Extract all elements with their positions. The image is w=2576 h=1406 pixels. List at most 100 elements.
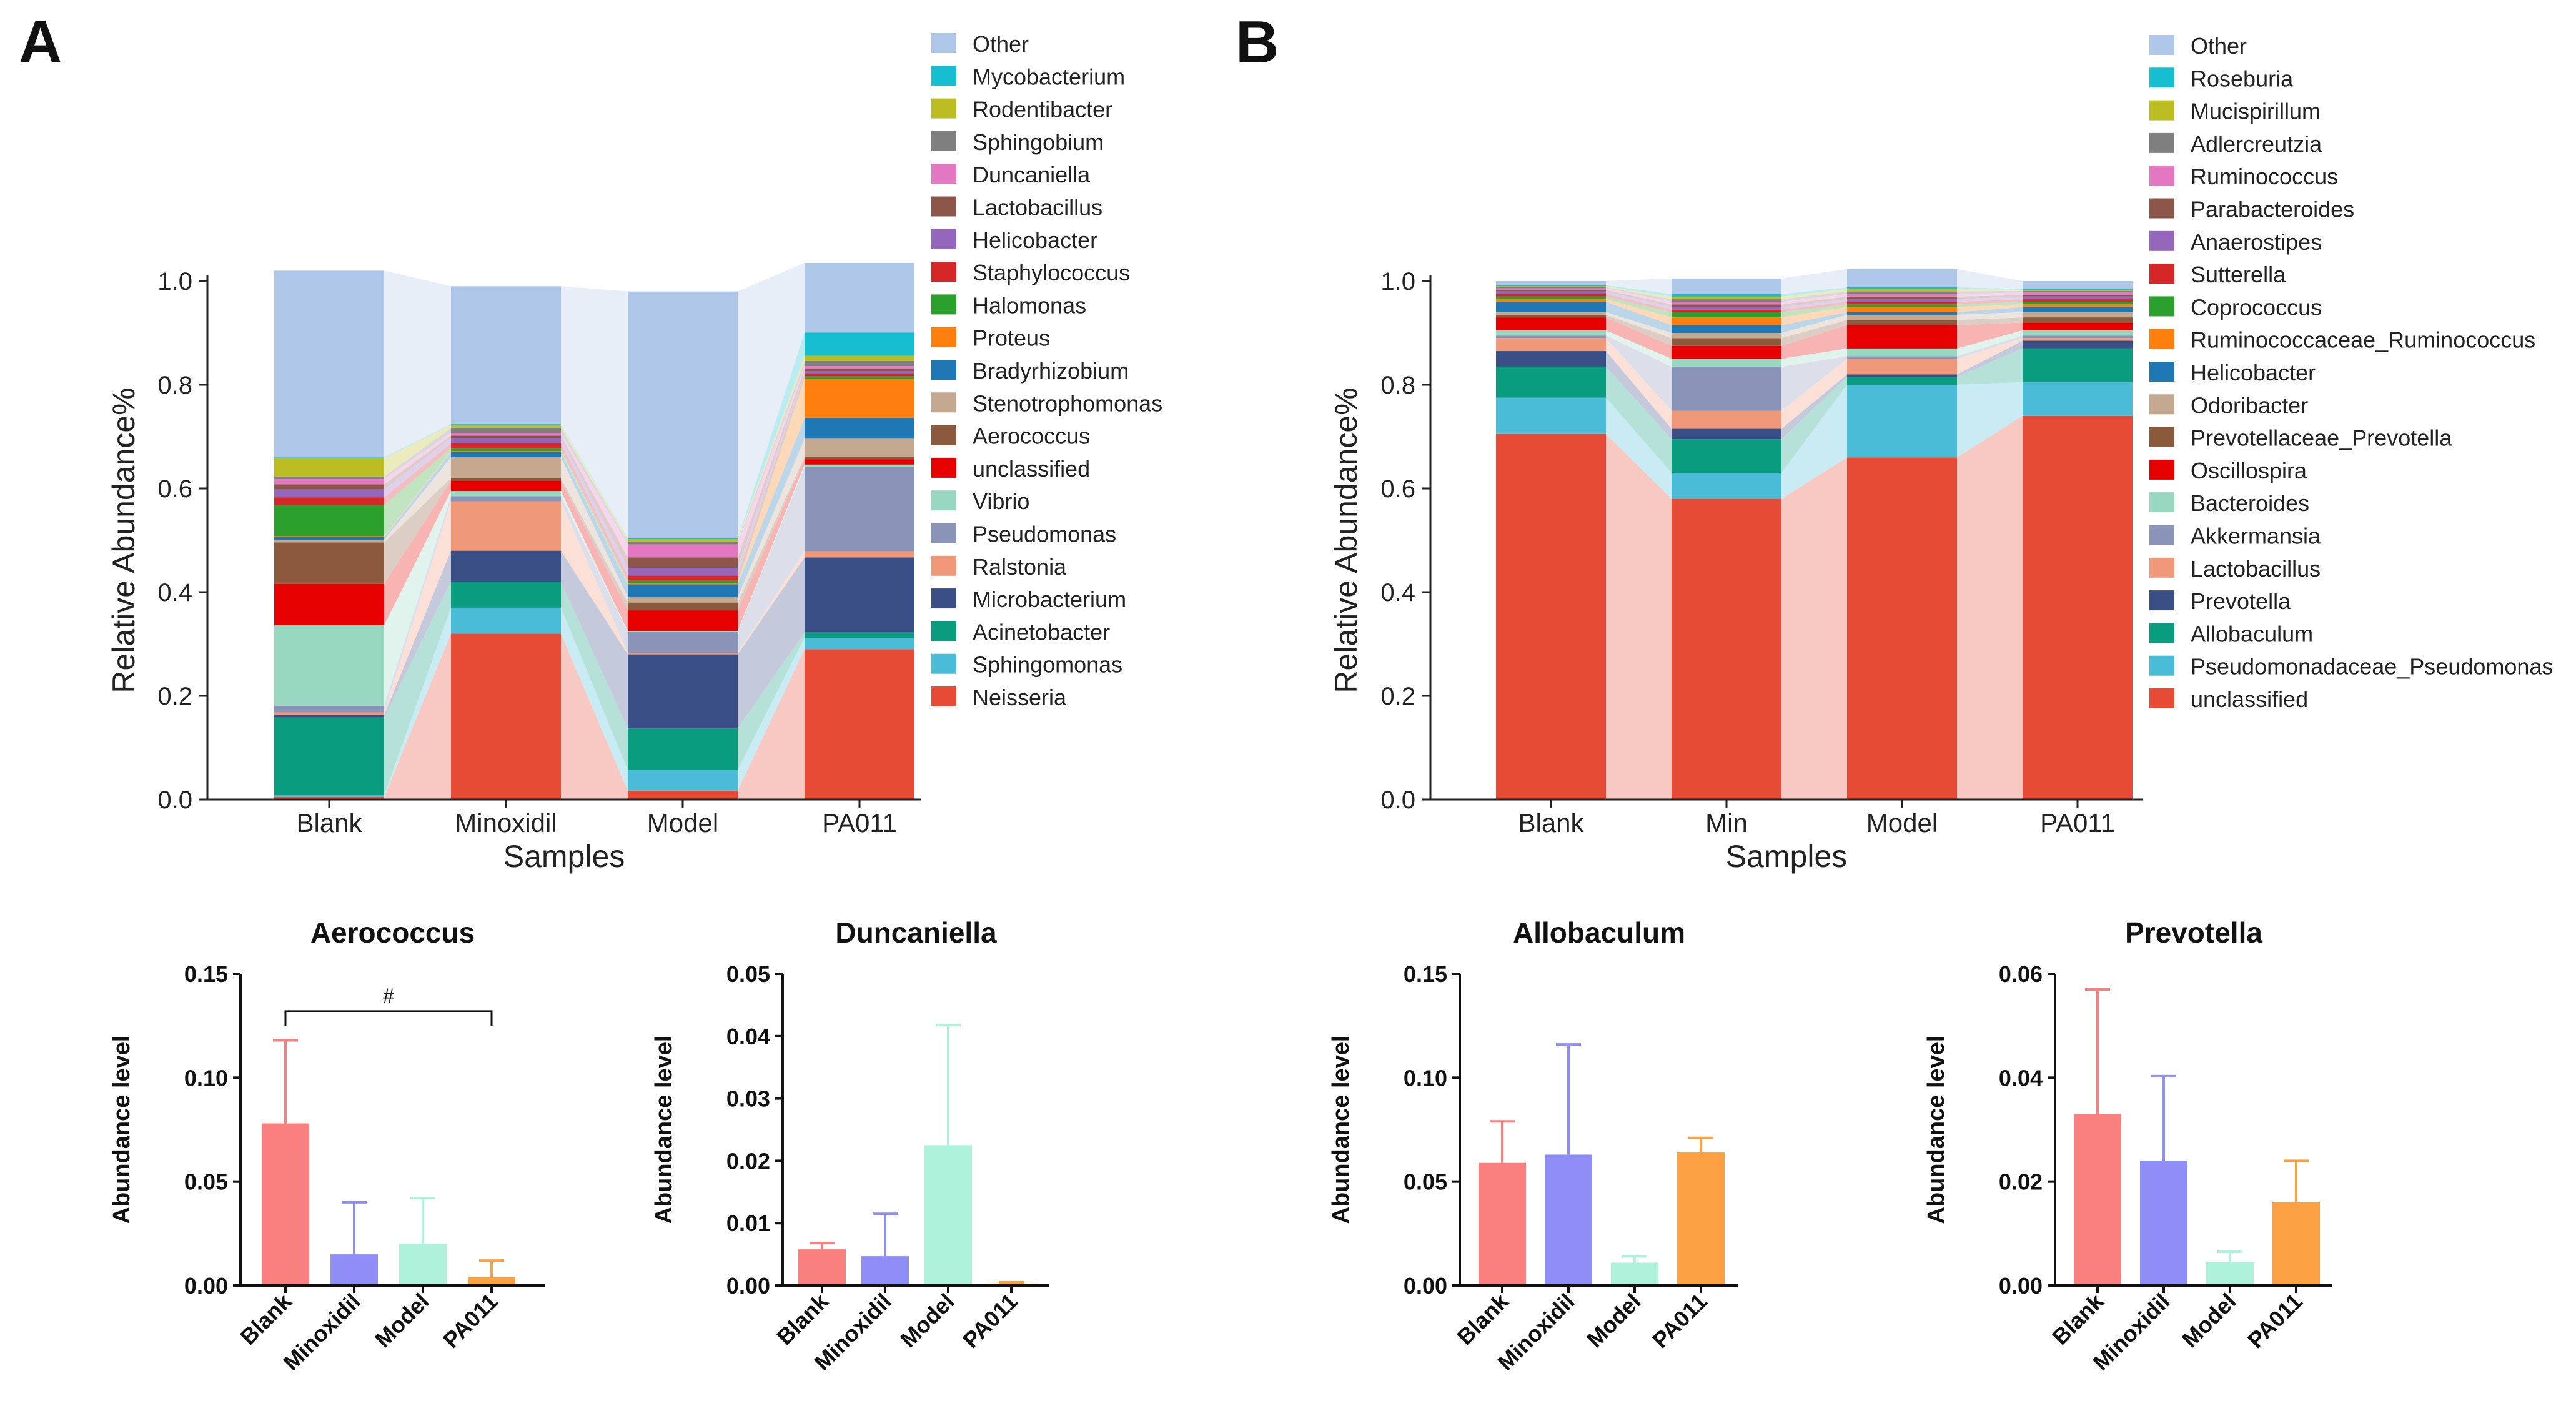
significance-marker: # bbox=[383, 984, 394, 1007]
ribbon-unclassified-0 bbox=[1606, 433, 1672, 800]
bar-segment-acinetobacter-minoxidil bbox=[451, 582, 561, 608]
legend-label-akkermansia: Akkermansia bbox=[2191, 523, 2321, 549]
bar-minoxidil bbox=[330, 1254, 378, 1285]
ribbon-acinetobacter-0 bbox=[384, 582, 451, 796]
bar-segment-ruminococcaceae-ruminococcus-model bbox=[1847, 307, 1957, 312]
ribbon-akkermansia-2 bbox=[1957, 335, 2023, 359]
ribbon-pseudomonas-2 bbox=[738, 467, 805, 653]
legend-swatch-coprococcus bbox=[2149, 296, 2174, 317]
stacked-chart-b: 0.0 0.2 0.4 0.6 0.8 1.0 Blank Min Model PA011 Samp… bbox=[1329, 33, 2553, 874]
bar-segment-neisseria-pa011 bbox=[805, 649, 914, 800]
bar-segment-sphingomonas-minoxidil bbox=[451, 607, 561, 634]
ribbon-duncaniella-1 bbox=[561, 433, 628, 558]
ribbon-ruminococcus-2 bbox=[1957, 292, 2023, 297]
ribbon-other-1 bbox=[561, 286, 628, 538]
ribbon-rodentibacter-2 bbox=[738, 355, 805, 542]
bar-segment-anaerostipes-blank bbox=[1496, 291, 1606, 294]
ribbon-prevotellaceae-prevotella-1 bbox=[1781, 320, 1847, 346]
ribbon-lactobacillus-2 bbox=[1957, 338, 2023, 375]
y-tick-label: 0.05 bbox=[726, 961, 770, 987]
ribbon-unclassified-1 bbox=[1781, 457, 1847, 800]
y-tick-label: 0.04 bbox=[1999, 1065, 2043, 1091]
bar-segment-parabacteroides-pa011 bbox=[2023, 295, 2133, 297]
bar-segment-odoribacter-blank bbox=[1496, 312, 1606, 315]
bar-segment-microbacterium-pa011 bbox=[805, 557, 914, 633]
ribbon-allobaculum-0 bbox=[1606, 366, 1672, 473]
ribbon-bradyrhizobium-1 bbox=[561, 452, 628, 598]
bar-segment-bradyrhizobium-pa011 bbox=[805, 418, 914, 439]
legend-swatch-adlercreutzia bbox=[2149, 132, 2174, 153]
ribbon-mucispirillum-1 bbox=[1781, 289, 1847, 300]
bar-blank bbox=[798, 1249, 846, 1285]
x-tick-label: Blank bbox=[235, 1288, 297, 1350]
legend-label-prevotella: Prevotella bbox=[2191, 588, 2291, 614]
y-axis-title: Abundance level bbox=[651, 1036, 677, 1224]
legend-swatch-lactobacillus bbox=[931, 196, 956, 217]
x-tick-label: Blank bbox=[1518, 808, 1584, 838]
legend-swatch-akkermansia bbox=[2149, 525, 2174, 545]
ribbon-halomonas-0 bbox=[384, 448, 451, 537]
ribbon-proteus-1 bbox=[561, 451, 628, 585]
bar-segment-sutterella-blank bbox=[1496, 294, 1606, 297]
ribbon-bacteroides-1 bbox=[1781, 348, 1847, 367]
ribbon-staphylococcus-0 bbox=[384, 443, 451, 505]
x-tick-label: Model bbox=[1866, 808, 1938, 838]
bar-segment-rodentibacter-model bbox=[628, 539, 738, 542]
bar-segment-oscillospira-blank bbox=[1496, 317, 1606, 330]
bar-segment-stenotrophomonas-minoxidil bbox=[451, 457, 561, 478]
legend-swatch-other bbox=[931, 33, 956, 53]
bar-segment-ruminococcaceae-ruminococcus-pa011 bbox=[2023, 304, 2133, 307]
legend-swatch-helicobacter bbox=[931, 229, 956, 249]
legend-swatch-aerococcus bbox=[931, 425, 956, 445]
bar-segment-pseudomonadaceae-pseudomonas-pa011 bbox=[2023, 382, 2133, 416]
bar-segment-bradyrhizobium-minoxidil bbox=[451, 452, 561, 458]
ribbon-other-1 bbox=[1781, 269, 1847, 294]
ribbon-prevotella-1 bbox=[1781, 374, 1847, 440]
bar-segment-anaerostipes-model bbox=[1847, 299, 1957, 302]
y-tick-label: 0.15 bbox=[184, 961, 228, 987]
x-tick-label: PA011 bbox=[2040, 808, 2115, 838]
y-axis-title: Relative Abundance% bbox=[106, 387, 141, 693]
ribbon-pseudomonadaceae-pseudomonas-0 bbox=[1606, 397, 1672, 499]
x-tick-label: Blank bbox=[296, 808, 362, 838]
bar-model bbox=[924, 1145, 972, 1285]
ribbon-rodentibacter-1 bbox=[561, 425, 628, 542]
bar-segment-prevotellaceae-prevotella-min bbox=[1672, 338, 1781, 346]
bar-segment-allobaculum-blank bbox=[1496, 366, 1606, 398]
bar-segment-stenotrophomonas-blank bbox=[274, 540, 384, 543]
bar-segment-mucispirillum-model bbox=[1847, 289, 1957, 292]
ribbon-sphingomonas-0 bbox=[384, 607, 451, 797]
legend-label-other: Other bbox=[2191, 33, 2247, 59]
x-tick-label: Blank bbox=[2047, 1288, 2109, 1350]
ribbon-ruminococcus-0 bbox=[1606, 288, 1672, 305]
y-tick-label: 0.0 bbox=[1380, 786, 1415, 814]
ribbon-aerococcus-1 bbox=[561, 478, 628, 611]
ribbon-proteus-0 bbox=[384, 451, 451, 538]
legend-swatch-unclassified bbox=[2149, 688, 2174, 708]
ribbon-other-2 bbox=[1957, 269, 2023, 289]
y-tick-label: 0.6 bbox=[157, 475, 192, 503]
x-tick-label: Blank bbox=[1452, 1288, 1513, 1350]
bar-minoxidil bbox=[1545, 1154, 1592, 1285]
legend-label-neisseria: Neisseria bbox=[973, 685, 1067, 710]
ribbon-stenotrophomonas-2 bbox=[738, 438, 805, 603]
legend-label-acinetobacter: Acinetobacter bbox=[973, 619, 1110, 645]
y-axis-title: Relative Abundance% bbox=[1329, 387, 1364, 693]
bar-segment-neisseria-minoxidil bbox=[451, 633, 561, 800]
bar-pa011 bbox=[2272, 1202, 2320, 1285]
x-tick-label: Model bbox=[2177, 1289, 2241, 1353]
x-tick-label: PA011 bbox=[438, 1289, 503, 1354]
bar-segment-ralstonia-model bbox=[628, 653, 738, 655]
y-tick-label: 0.04 bbox=[726, 1024, 770, 1049]
bar-segment-aerococcus-blank bbox=[274, 542, 384, 584]
ribbon-ruminococcaceae-ruminococcus-1 bbox=[1781, 307, 1847, 325]
bar-segment-rodentibacter-blank bbox=[274, 458, 384, 477]
ribbon-coprococcus-2 bbox=[1957, 302, 2023, 307]
legend-swatch-bradyrhizobium bbox=[931, 360, 956, 380]
ribbon-ruminococcaceae-ruminococcus-0 bbox=[1606, 299, 1672, 325]
legend-swatch-microbacterium bbox=[931, 588, 956, 609]
ribbon-prevotellaceae-prevotella-0 bbox=[1606, 314, 1672, 346]
bar-segment-proteus-blank bbox=[274, 536, 384, 538]
legend-swatch-stenotrophomonas bbox=[931, 392, 956, 413]
